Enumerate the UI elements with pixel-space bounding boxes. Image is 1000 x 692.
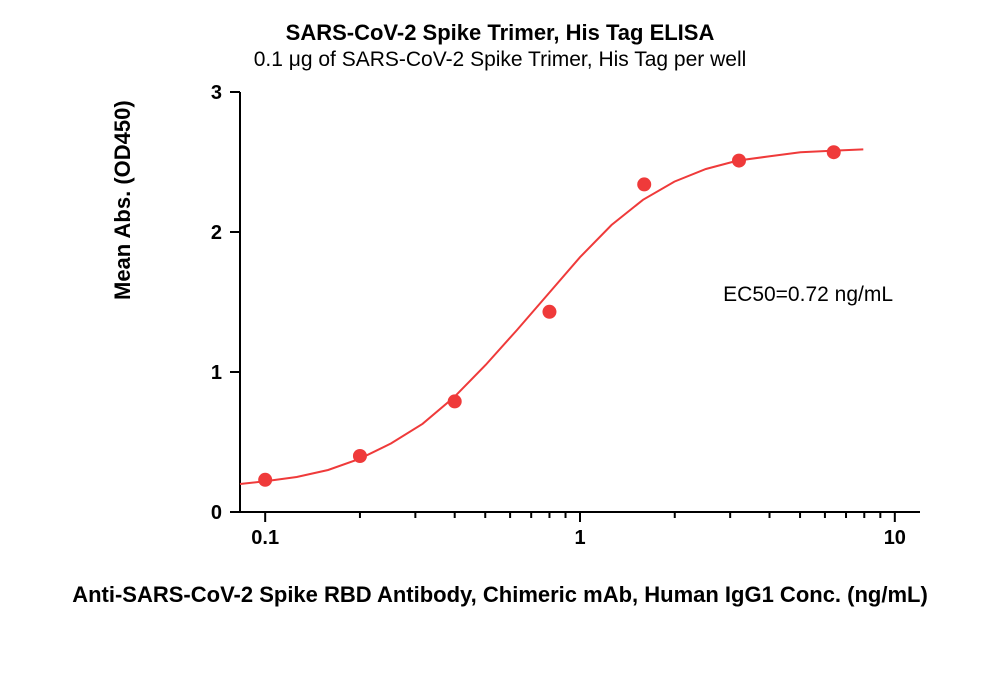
plot-svg: 0 1 2 3 0.1 1 10 xyxy=(190,82,930,562)
plot-area: 0 1 2 3 0.1 1 10 EC50=0.72 ng/mL xyxy=(190,82,950,562)
data-point xyxy=(732,154,746,168)
y-axis-label: Mean Abs. (OD450) xyxy=(110,100,136,300)
y-tick-label: 2 xyxy=(211,222,222,244)
elisa-chart: SARS-CoV-2 Spike Trimer, His Tag ELISA 0… xyxy=(50,20,950,670)
chart-title-main: SARS-CoV-2 Spike Trimer, His Tag ELISA xyxy=(50,20,950,46)
data-point xyxy=(637,177,651,191)
y-tick-label: 0 xyxy=(211,502,222,524)
data-point xyxy=(353,449,367,463)
x-tick-label: 1 xyxy=(574,527,585,549)
data-point xyxy=(258,473,272,487)
data-point xyxy=(542,305,556,319)
x-tick-label: 10 xyxy=(884,527,906,549)
x-tick-label: 0.1 xyxy=(251,527,279,549)
y-tick-label: 1 xyxy=(211,362,222,384)
chart-title-sub: 0.1 μg of SARS-CoV-2 Spike Trimer, His T… xyxy=(50,48,950,72)
y-axis-label-text: Mean Abs. (OD450) xyxy=(110,100,135,300)
y-tick-label: 3 xyxy=(211,82,222,104)
data-point xyxy=(827,145,841,159)
chart-title-block: SARS-CoV-2 Spike Trimer, His Tag ELISA 0… xyxy=(50,20,950,72)
ec50-annotation: EC50=0.72 ng/mL xyxy=(723,283,893,307)
x-axis-label: Anti-SARS-CoV-2 Spike RBD Antibody, Chim… xyxy=(50,582,950,608)
data-point xyxy=(448,394,462,408)
